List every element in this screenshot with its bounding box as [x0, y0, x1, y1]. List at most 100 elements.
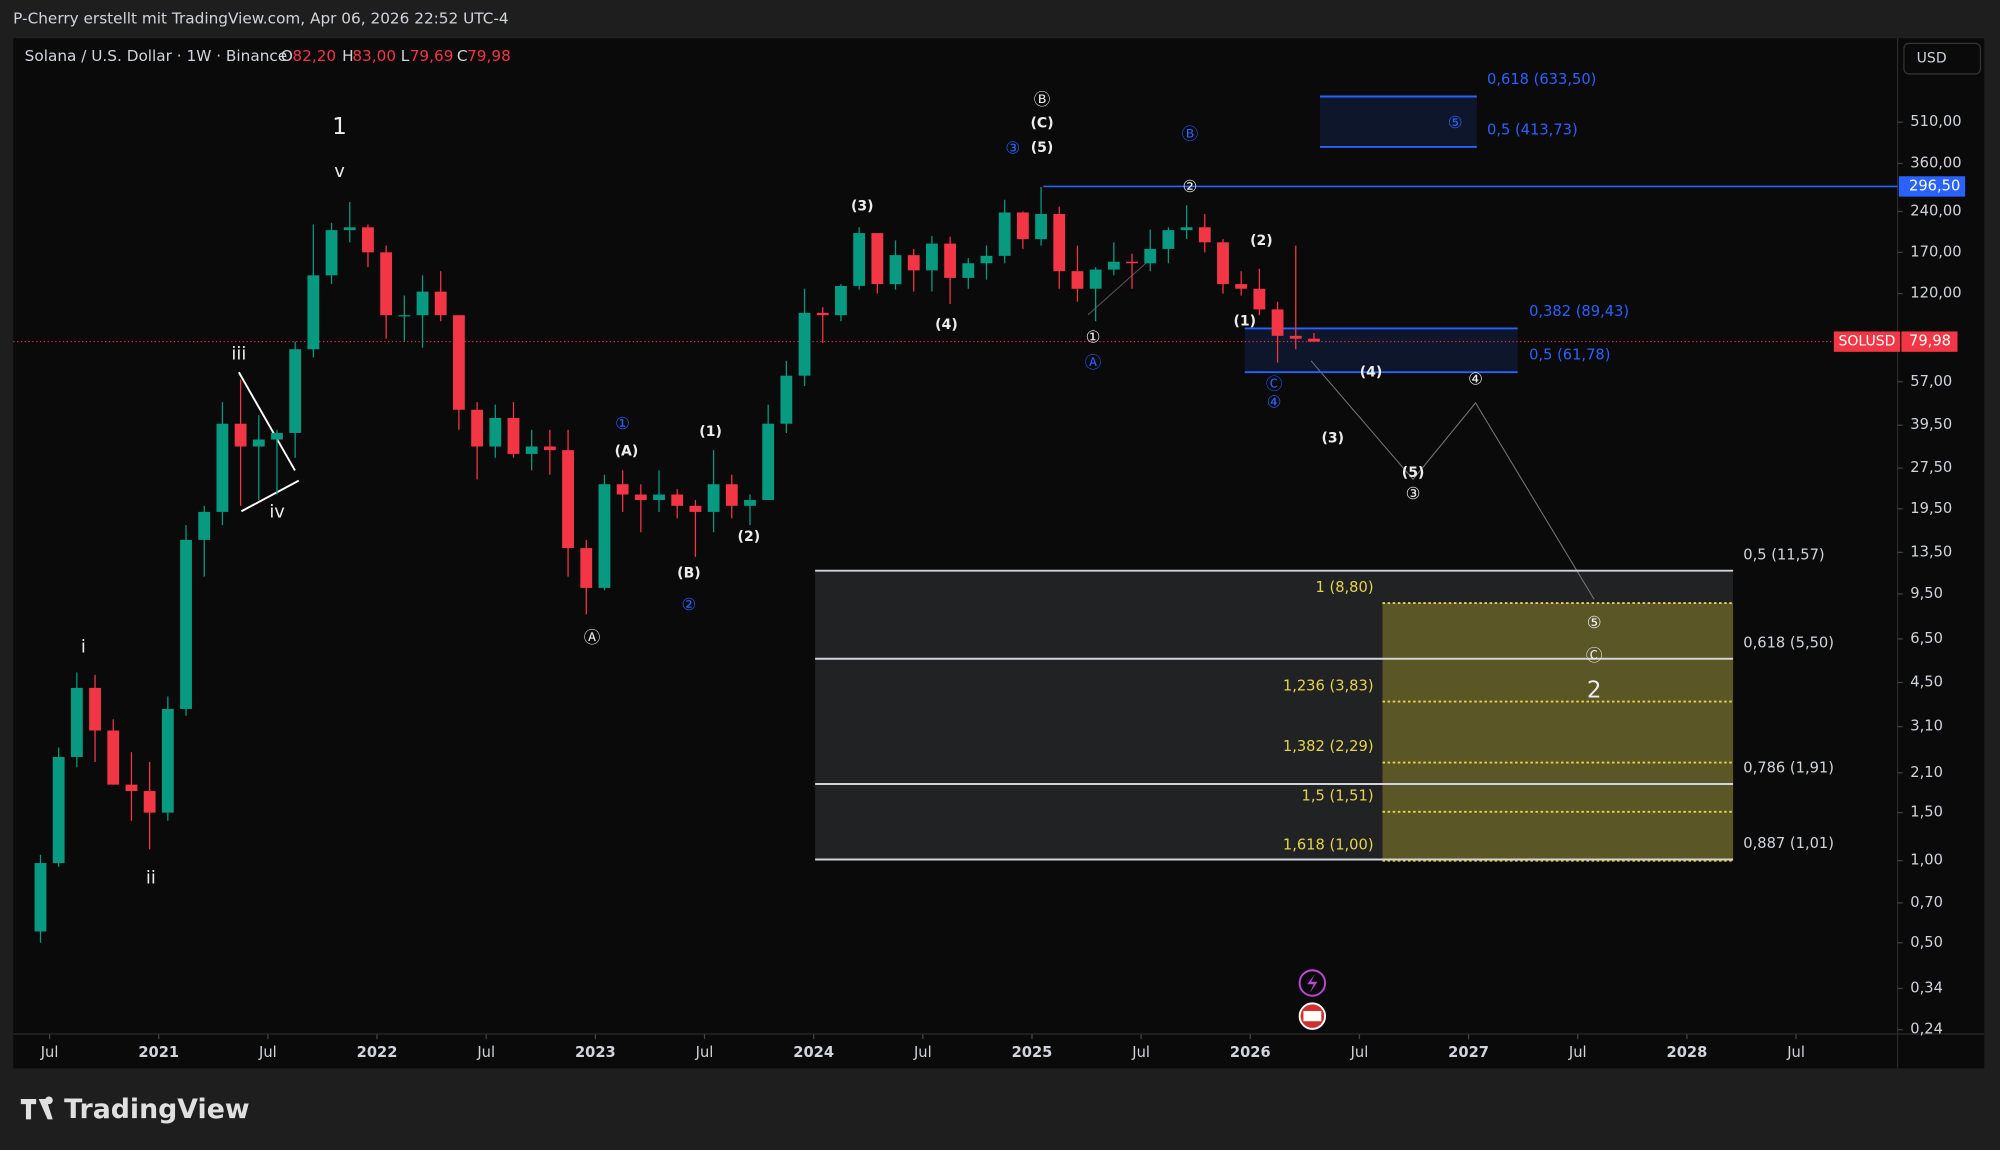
candle-body — [1089, 269, 1102, 289]
candle-body — [1035, 213, 1047, 240]
y-tick-label: 6,50 — [1910, 630, 1943, 647]
y-tick-label: 0,70 — [1910, 894, 1943, 911]
candle-body — [1016, 212, 1029, 240]
y-tick-label: 0,24 — [1910, 1021, 1943, 1038]
event-bolt — [1307, 974, 1318, 994]
wave-label: (5) — [1031, 140, 1054, 156]
candle-body — [1071, 271, 1084, 289]
legend-symbol: Solana / U.S. Dollar · 1W · Binance — [25, 47, 288, 65]
y-tick-label: 19,50 — [1910, 500, 1952, 517]
wave-label: i — [81, 637, 86, 658]
x-tick-label: 2023 — [575, 1044, 616, 1061]
wave-label: 1 — [332, 114, 347, 140]
fib-box — [1382, 603, 1734, 861]
candle-body — [562, 450, 574, 549]
candle-body — [980, 255, 993, 264]
candle-body — [926, 243, 938, 271]
candle-body — [707, 484, 720, 512]
wave-label: ⑤ — [1448, 113, 1463, 132]
fib-label: 0,887 (1,01) — [1743, 835, 1834, 852]
candle-body — [1217, 242, 1229, 285]
x-tick-label: 2027 — [1448, 1044, 1489, 1061]
candle-body — [580, 548, 593, 588]
currency-label[interactable]: USD — [1917, 51, 1947, 67]
legend-l: L — [401, 47, 410, 65]
legend-h: H — [342, 47, 354, 65]
y-tick-label: 1,00 — [1910, 852, 1943, 869]
candle-body — [471, 409, 484, 447]
wave-label: iii — [231, 343, 246, 364]
wave-label: ③ — [1406, 484, 1421, 503]
candle-body — [416, 291, 429, 316]
price-tag — [1901, 331, 1958, 352]
candle-body — [525, 446, 538, 454]
legend-high: 83,00 — [352, 47, 396, 65]
wave-label: (2) — [738, 529, 761, 545]
wave-label: iv — [269, 502, 285, 523]
x-tick-label: 2025 — [1012, 1044, 1053, 1061]
wave-label: (4) — [935, 317, 958, 333]
candle-body — [543, 446, 556, 451]
candle-body — [1253, 288, 1266, 310]
fib-label: 0,618 (5,50) — [1743, 634, 1834, 651]
y-tick-label: 57,00 — [1910, 373, 1952, 390]
candle-body — [1126, 261, 1138, 264]
fib-label: 1,618 (1,00) — [1283, 836, 1374, 853]
candle-body — [271, 432, 283, 440]
y-tick-label: 4,50 — [1910, 674, 1943, 691]
candle-body — [52, 756, 65, 864]
candle-body — [216, 423, 229, 512]
wave-label: ④ — [1468, 369, 1483, 388]
y-tick-label: 2,10 — [1910, 764, 1943, 781]
fib-label: 1,236 (3,83) — [1283, 677, 1374, 694]
candle-body — [653, 494, 665, 501]
x-tick-label: Jul — [913, 1044, 932, 1061]
x-tick-label: 2028 — [1667, 1044, 1708, 1061]
legend-open: 82,20 — [292, 47, 336, 65]
candle-body — [616, 484, 629, 495]
wave-label: ① — [1086, 327, 1101, 346]
wave-label: (4) — [1360, 364, 1383, 380]
candle-body — [1144, 248, 1157, 264]
x-tick-label: Jul — [476, 1044, 495, 1061]
candle-body — [798, 312, 811, 376]
candle-body — [889, 255, 902, 285]
legend-low: 79,69 — [410, 47, 454, 65]
triangle-lower — [240, 479, 300, 513]
wave-label: (C) — [1031, 116, 1054, 132]
candle-body — [180, 539, 192, 709]
candle-body — [89, 687, 101, 731]
wave-label: ⑤ — [1587, 613, 1602, 632]
wave-label: (3) — [1321, 431, 1344, 447]
projection-path — [1310, 360, 1595, 600]
candle-body — [816, 312, 829, 316]
y-tick-label: 13,50 — [1910, 543, 1952, 560]
candle-body — [252, 439, 265, 447]
candle-body — [998, 212, 1011, 256]
plot-marks — [13, 95, 1898, 943]
wave-label: 2 — [1587, 678, 1602, 704]
fib-box — [1320, 96, 1477, 147]
fib-label: 1,5 (1,51) — [1302, 788, 1374, 805]
y-tick-label: 27,50 — [1910, 459, 1952, 476]
candle-body — [125, 784, 138, 792]
y-tick-label: 510,00 — [1910, 113, 1961, 130]
fib-label: 0,618 (633,50) — [1487, 71, 1596, 88]
candle-body — [598, 484, 611, 588]
candle-body — [871, 233, 884, 285]
fib-label: 1,382 (2,29) — [1283, 738, 1374, 755]
fib-label: 0,382 (89,43) — [1529, 303, 1629, 320]
candle-body — [398, 315, 411, 317]
candle-body — [780, 375, 793, 424]
wave-label: ② — [1183, 177, 1198, 196]
candle-body — [325, 230, 338, 276]
fib-label: 0,5 (61,78) — [1529, 347, 1610, 364]
symbol-tag — [1833, 331, 1901, 352]
candle-body — [853, 233, 866, 286]
currency-button[interactable] — [1903, 42, 1982, 75]
x-tick-label: Jul — [1786, 1044, 1805, 1061]
wave-label: v — [334, 161, 345, 182]
candle-body — [289, 349, 302, 433]
candle-body — [1180, 227, 1193, 231]
fib-label: 1 (8,80) — [1315, 579, 1373, 596]
